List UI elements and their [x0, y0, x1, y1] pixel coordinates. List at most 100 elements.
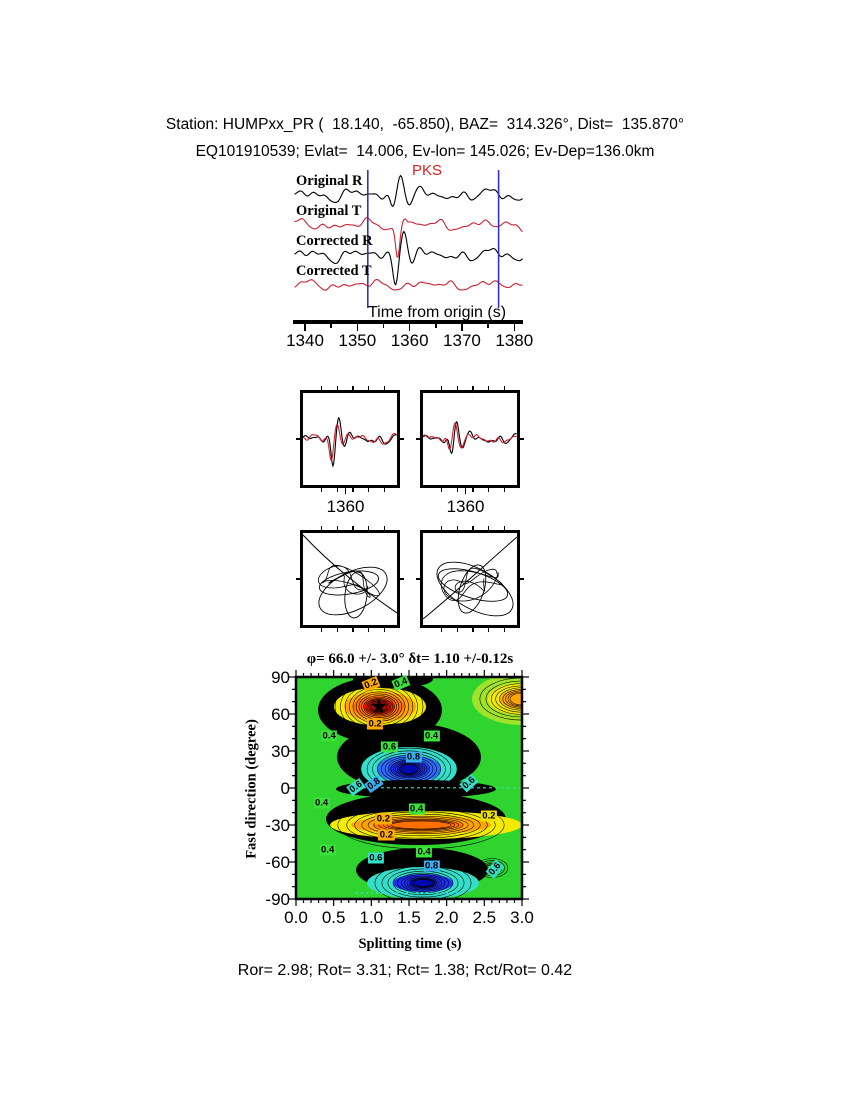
contour-ring	[374, 862, 472, 899]
contour-ring	[392, 870, 454, 896]
box-top-tick	[503, 386, 506, 390]
trace-3	[294, 278, 523, 291]
box-label-tick	[344, 488, 347, 494]
box-top-tick	[440, 526, 443, 530]
contour-level-label: 0.2	[480, 810, 497, 822]
box-bottom-tick	[383, 628, 386, 632]
contour-x-tick-label: 1.0	[359, 908, 384, 927]
contour-ring	[361, 695, 397, 718]
time-tick-label: 1350	[338, 331, 377, 350]
contour-x-tick-label: 0.5	[321, 908, 346, 927]
hodogram-scribble	[317, 564, 380, 598]
box-right-tick	[520, 438, 524, 440]
contour-ring	[363, 696, 395, 717]
box-top-tick	[487, 386, 490, 390]
contour-ring	[495, 685, 522, 713]
contour-level-label: 0.4	[408, 803, 425, 815]
contour-ring	[334, 677, 424, 738]
windowed-waveform-box-2: 1360	[416, 386, 524, 516]
contour-level-label: 0.2	[375, 813, 392, 825]
misfit-contour-map	[289, 670, 529, 906]
figure-title-line1: Station: HUMPxx_PR ( 18.140, -65.850), B…	[165, 116, 685, 133]
contour-level-label: 0.6	[459, 773, 479, 793]
contour-y-tick-label: 90	[271, 668, 290, 687]
box-bottom-tick	[472, 488, 474, 492]
contour-ring	[387, 819, 455, 831]
contour-level-label: 0.8	[405, 751, 422, 763]
contour-labels-layer: 0.2 0.4 0.2 0.4 0.4 0.6 0.8 0.6 0.8 0.6 0.4 0.4 0.2 0…	[296, 675, 522, 899]
contour-level-label: 0.6	[485, 859, 505, 880]
contour-ring	[360, 677, 426, 689]
window-tick-label: 1360	[446, 497, 485, 516]
box-bottom-tick	[320, 628, 323, 632]
box-bottom-tick	[440, 488, 443, 492]
hodogram-ellipse	[318, 566, 388, 616]
time-major-tick	[461, 323, 463, 331]
contour-ring	[412, 879, 434, 887]
box-top-tick	[352, 526, 354, 530]
contour-title: φ= 66.0 +/- 3.0° δt= 1.10 +/-0.12s	[306, 651, 514, 667]
time-major-tick	[304, 323, 306, 331]
hodogram-ellipse	[318, 570, 380, 596]
contour-fill	[373, 819, 463, 831]
contour-ring	[383, 818, 459, 832]
time-minor-tick	[487, 323, 489, 328]
box-top-tick	[503, 526, 506, 530]
contour-ring	[400, 874, 446, 892]
particle-motion-plot-1	[302, 534, 398, 619]
time-axis-line	[293, 320, 523, 324]
best-fit-star	[371, 698, 387, 714]
trace-label-original-t: Original T	[296, 203, 362, 219]
box-top-tick	[456, 526, 459, 530]
contour-level-label: 0.4	[415, 846, 433, 858]
windowed-waveform-traces-1	[302, 416, 397, 468]
trace-label-corrected-t: Corrected T	[296, 263, 372, 279]
contour-ring	[378, 817, 464, 833]
contour-ring	[398, 763, 420, 775]
box-right-tick	[520, 578, 524, 580]
contour-y-tick-label: 0	[280, 779, 290, 798]
contour-level-label: 0.8	[423, 860, 440, 872]
contour-ring	[509, 692, 522, 706]
contour-ring	[507, 691, 522, 707]
box-bottom-tick	[336, 488, 339, 492]
time-minor-tick	[435, 323, 437, 328]
box-top-tick	[352, 386, 354, 390]
contour-ring	[365, 698, 393, 716]
contour-ring	[406, 876, 440, 890]
contour-y-tick-label: -60	[265, 853, 290, 872]
hodogram-diagonal	[302, 534, 398, 614]
box-top-tick	[367, 526, 370, 530]
time-tick-label: 1360	[390, 331, 429, 350]
box-right-tick	[400, 438, 404, 440]
box-top-tick	[487, 526, 490, 530]
box-top-tick	[336, 526, 339, 530]
contour-ring	[366, 747, 452, 791]
box-bottom-tick	[352, 628, 354, 632]
contour-level-label: 0.6	[346, 777, 367, 796]
box-bottom-tick	[503, 628, 506, 632]
contour-ring	[411, 878, 435, 888]
time-major-tick	[356, 323, 359, 331]
contour-y-tick-label: 30	[271, 742, 290, 761]
box-bottom-tick	[367, 628, 370, 632]
contour-ring	[397, 872, 449, 894]
contour-x-tick-label: 2.5	[472, 908, 497, 927]
trace-label-original-r: Original R	[296, 173, 363, 189]
time-minor-tick	[330, 323, 332, 328]
contour-ring	[490, 683, 522, 715]
seismogram-panel: Original R Original T Corrected R Correc…	[285, 158, 530, 328]
particle-motion-box-1	[296, 526, 404, 632]
windowed-trace-red	[422, 422, 517, 451]
box-bottom-tick	[352, 488, 354, 492]
time-major-tick	[513, 323, 516, 331]
box-bottom-tick	[440, 628, 443, 632]
windowed-waveform-box-1: 1360	[296, 386, 404, 516]
box-left-tick	[416, 438, 420, 440]
contour-level-label: 0.4	[313, 797, 330, 809]
hodogram-diagonal	[422, 536, 518, 620]
box-left-tick	[296, 438, 300, 440]
contour-level-label: 0.6	[367, 852, 384, 864]
window-tick-label: 1360	[326, 497, 365, 516]
